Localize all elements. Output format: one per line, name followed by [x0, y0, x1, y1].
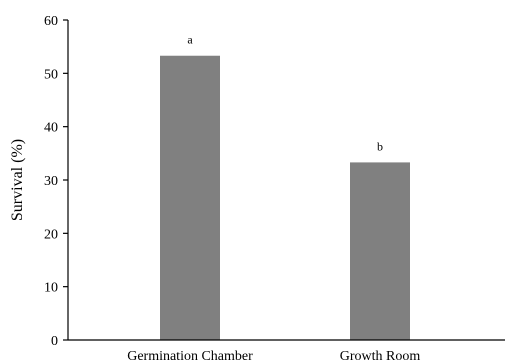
- y-tick-label: 50: [44, 67, 58, 82]
- bar-2: [350, 162, 410, 340]
- category-labels: Germination Chamber Growth Room: [127, 349, 420, 364]
- significance-labels: ab: [187, 33, 383, 154]
- significance-letter: b: [377, 139, 383, 153]
- bar-1: [160, 55, 220, 340]
- y-tick-label: 0: [51, 334, 58, 349]
- y-tick-label: 30: [44, 174, 58, 189]
- bars: [160, 55, 410, 340]
- y-tick-label: 40: [44, 121, 58, 136]
- category-label: Germination Chamber: [127, 349, 253, 364]
- significance-letter: a: [187, 33, 193, 47]
- y-axis-label: Survival (%): [9, 139, 26, 221]
- y-tick-label: 20: [44, 227, 58, 242]
- y-tick-label: 60: [44, 14, 58, 29]
- y-axis-ticks: 0 10 20 30 40 50 60: [44, 14, 68, 349]
- y-tick-label: 10: [44, 281, 58, 296]
- category-label: Growth Room: [340, 349, 421, 364]
